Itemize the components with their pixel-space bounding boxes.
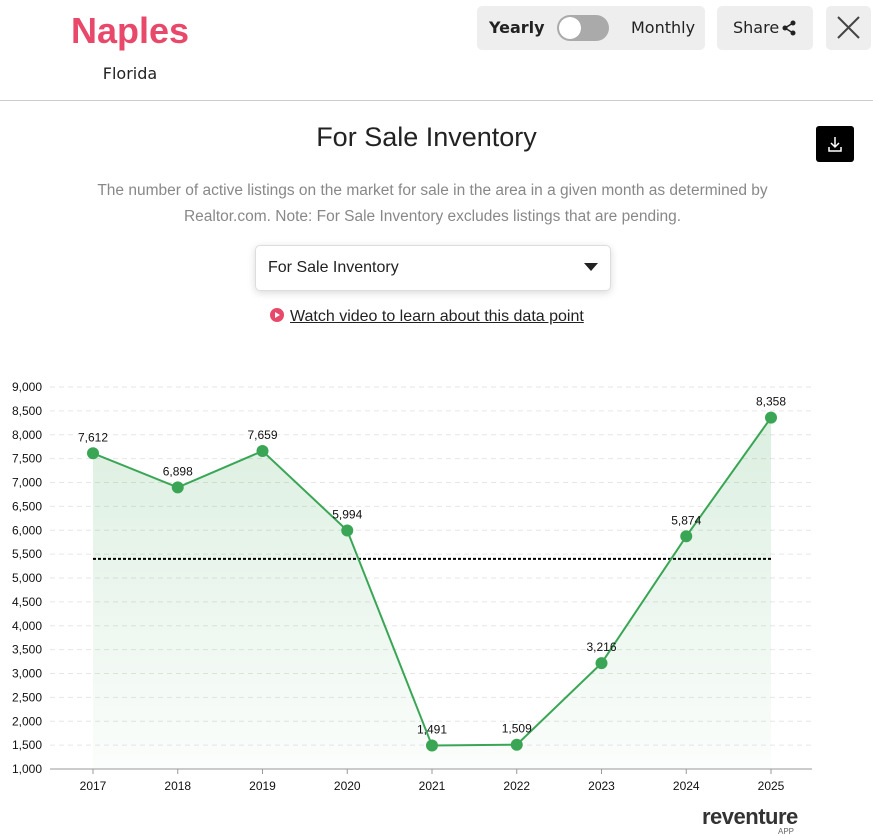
logo-sub: APP xyxy=(778,827,795,836)
share-icon xyxy=(782,20,796,36)
y-tick-label: 8,500 xyxy=(12,404,42,418)
x-tick-label: 2025 xyxy=(758,779,785,790)
x-tick-label: 2018 xyxy=(164,779,191,790)
x-tick-label: 2017 xyxy=(80,779,107,790)
y-tick-label: 1,500 xyxy=(12,738,42,752)
y-tick-label: 4,000 xyxy=(12,619,42,633)
point xyxy=(87,447,99,460)
y-tick-label: 7,500 xyxy=(12,452,42,466)
dropdown[interactable]: For Sale Inventory xyxy=(255,245,611,291)
y-tick-label: 2,000 xyxy=(12,714,42,728)
chart: 1,000 1,500 2,000 2,500 3,000 3,500 4,000 4,500… xyxy=(12,380,812,790)
share-label: Share xyxy=(733,18,780,37)
knob xyxy=(559,17,581,39)
x-tick-label: 2024 xyxy=(673,779,700,790)
x-tick-label: 2019 xyxy=(249,779,276,790)
y-tick-label: 8,000 xyxy=(12,428,42,442)
data-label: 5,874 xyxy=(671,513,701,527)
point xyxy=(171,481,184,494)
y-tick-label: 6,000 xyxy=(12,523,42,537)
chart-title: For Sale Inventory xyxy=(316,122,537,152)
y-tick-label: 2,500 xyxy=(12,690,42,704)
y-tick-label: 5,000 xyxy=(12,571,42,585)
video-text[interactable]: Watch video to learn about this data poi… xyxy=(290,308,584,325)
point xyxy=(341,524,354,537)
data-label: 6,898 xyxy=(163,464,193,478)
share-button[interactable]: Share xyxy=(717,6,813,50)
play-icon xyxy=(270,308,284,322)
data-label: 3,216 xyxy=(586,640,616,654)
y-tick-label: 3,500 xyxy=(12,643,42,657)
close-icon xyxy=(837,16,860,39)
point xyxy=(510,738,523,751)
divider xyxy=(0,100,873,101)
area xyxy=(93,417,771,769)
data-label: 1,491 xyxy=(417,723,447,737)
y-tick-label: 3,000 xyxy=(12,667,42,681)
data-label: 8,358 xyxy=(756,395,786,409)
y-tick-label: 7,000 xyxy=(12,476,42,490)
x-tick-label: 2021 xyxy=(419,779,446,790)
download-button[interactable] xyxy=(816,126,854,162)
point xyxy=(680,530,693,543)
x-tick-label: 2022 xyxy=(503,779,530,790)
caret xyxy=(584,263,598,271)
switch[interactable] xyxy=(557,15,609,41)
toggle[interactable]: Yearly Monthly xyxy=(477,6,705,50)
toggle-right[interactable]: Monthly xyxy=(631,18,696,37)
download-icon xyxy=(828,137,842,152)
state: Florida xyxy=(102,64,158,83)
toggle-left[interactable]: Yearly xyxy=(489,18,545,37)
city: Naples xyxy=(70,10,190,51)
y-tick-label: 5,500 xyxy=(12,547,42,561)
data-label: 7,659 xyxy=(247,428,277,442)
point xyxy=(595,657,608,670)
dropdown-label: For Sale Inventory xyxy=(268,259,399,276)
close-button[interactable] xyxy=(826,6,871,50)
y-tick-label: 6,500 xyxy=(12,499,42,513)
data-label: 5,994 xyxy=(332,508,362,522)
description: The number of active listings on the mar… xyxy=(97,182,768,225)
data-label: 1,509 xyxy=(502,722,532,736)
logo: reventure xyxy=(702,804,798,829)
video-link[interactable]: Watch video to learn about this data poi… xyxy=(270,308,584,326)
data-label: 7,612 xyxy=(78,430,108,444)
x-tick-label: 2020 xyxy=(334,779,361,790)
point xyxy=(426,739,438,752)
point xyxy=(765,411,777,424)
y-tick-label: 1,000 xyxy=(12,762,42,776)
y-tick-label: 4,500 xyxy=(12,595,42,609)
x-tick-label: 2023 xyxy=(588,779,615,790)
point xyxy=(256,445,269,458)
y-tick-label: 9,000 xyxy=(12,380,42,394)
